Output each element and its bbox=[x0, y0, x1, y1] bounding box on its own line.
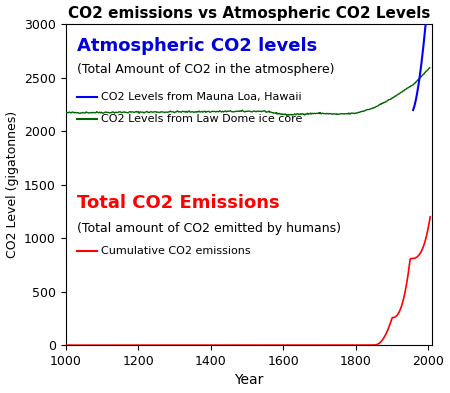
Text: (Total Amount of CO2 in the atmosphere): (Total Amount of CO2 in the atmosphere) bbox=[76, 63, 334, 76]
Text: CO2 Levels from Mauna Loa, Hawaii: CO2 Levels from Mauna Loa, Hawaii bbox=[100, 92, 301, 102]
Text: Atmospheric CO2 levels: Atmospheric CO2 levels bbox=[76, 37, 317, 55]
Text: (Total amount of CO2 emitted by humans): (Total amount of CO2 emitted by humans) bbox=[76, 222, 341, 235]
Y-axis label: CO2 Level (gigatonnes): CO2 Level (gigatonnes) bbox=[5, 111, 18, 258]
Text: Cumulative CO2 emissions: Cumulative CO2 emissions bbox=[100, 246, 250, 255]
Title: CO2 emissions vs Atmospheric CO2 Levels: CO2 emissions vs Atmospheric CO2 Levels bbox=[68, 6, 430, 20]
X-axis label: Year: Year bbox=[234, 373, 264, 387]
Text: CO2 Levels from Law Dome ice core: CO2 Levels from Law Dome ice core bbox=[100, 114, 302, 124]
Text: Total CO2 Emissions: Total CO2 Emissions bbox=[76, 195, 279, 213]
